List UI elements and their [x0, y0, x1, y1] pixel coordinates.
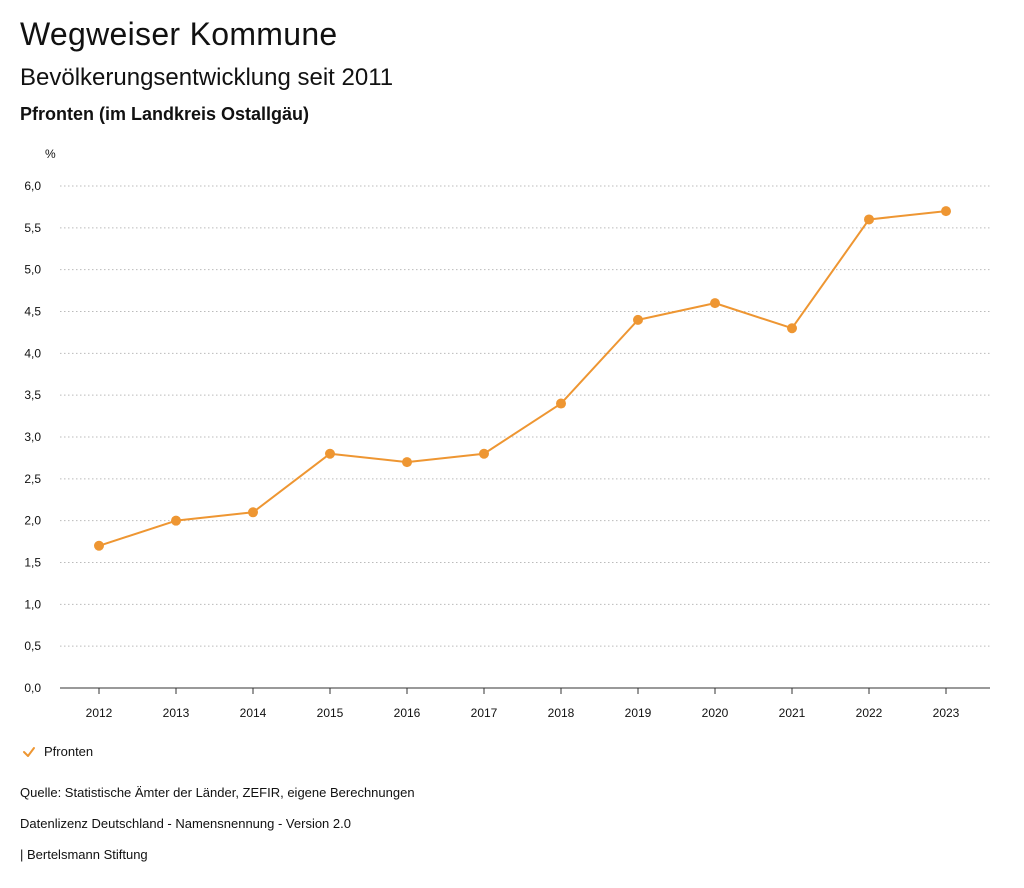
data-point	[94, 540, 104, 551]
data-point	[633, 314, 643, 325]
x-tick-label: 2012	[86, 706, 113, 720]
x-tick-label: 2023	[933, 706, 960, 720]
y-tick-label: 5,0	[24, 263, 41, 277]
legend[interactable]: Pfronten	[22, 744, 93, 759]
data-point	[864, 214, 874, 225]
y-tick-label: 0,0	[24, 681, 41, 695]
region-label: Pfronten (im Landkreis Ostallgäu)	[20, 104, 310, 124]
y-tick-label: 6,0	[24, 179, 41, 193]
y-tick-label: 5,5	[24, 221, 41, 235]
x-tick-label: 2021	[779, 706, 806, 720]
data-point	[171, 515, 181, 526]
legend-label: Pfronten	[44, 744, 94, 759]
data-point	[325, 448, 335, 459]
y-tick-label: 4,0	[24, 346, 41, 360]
line-chart: % 0,0 0,5 1,0 1,5 2,0 2,5 3,0 3,5 4,0 4,5 5,0 5,5 6,0…	[24, 147, 990, 720]
y-axis-unit-label: %	[45, 147, 56, 161]
license-note: Datenlizenz Deutschland - Namensnennung …	[20, 816, 351, 831]
y-tick-label: 2,0	[24, 514, 41, 528]
x-tick-label: 2019	[625, 706, 652, 720]
data-point	[402, 457, 412, 468]
publisher-note: | Bertelsmann Stiftung	[20, 847, 148, 862]
y-tick-label: 3,5	[24, 388, 41, 402]
chart-title: Wegweiser Kommune	[20, 16, 338, 52]
y-tick-label: 1,5	[24, 556, 41, 570]
checkmark-icon	[23, 746, 35, 757]
x-tick-label: 2016	[394, 706, 421, 720]
data-point	[479, 448, 489, 459]
y-tick-label: 3,0	[24, 430, 41, 444]
data-point	[248, 507, 258, 518]
y-tick-label: 4,5	[24, 305, 41, 319]
data-point	[787, 323, 797, 334]
x-tick-label: 2022	[856, 706, 883, 720]
data-point	[941, 206, 951, 217]
source-note: Quelle: Statistische Ämter der Länder, Z…	[20, 785, 415, 800]
y-tick-label: 0,5	[24, 639, 41, 653]
x-tick-label: 2018	[548, 706, 575, 720]
x-tick-label: 2015	[317, 706, 344, 720]
y-tick-label: 1,0	[24, 597, 41, 611]
y-tick-label: 2,5	[24, 472, 41, 486]
data-point	[556, 398, 566, 409]
data-point	[710, 298, 720, 309]
x-tick-label: 2020	[702, 706, 729, 720]
x-tick-label: 2017	[471, 706, 498, 720]
chart-subtitle: Bevölkerungsentwicklung seit 2011	[20, 64, 394, 91]
x-tick-label: 2014	[240, 706, 267, 720]
x-tick-label: 2013	[163, 706, 190, 720]
series-line-pfronten	[98, 210, 947, 547]
